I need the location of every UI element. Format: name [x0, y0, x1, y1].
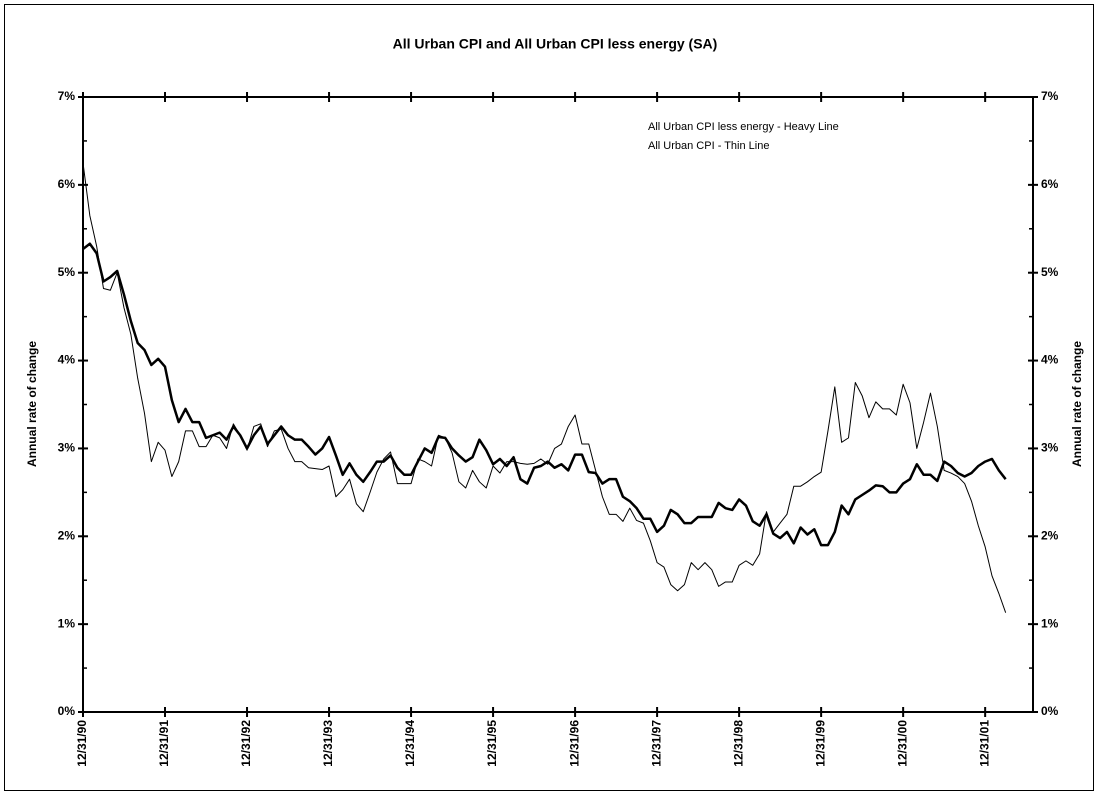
x-tick-label: 12/31/92	[239, 720, 253, 767]
x-tick-label: 12/31/91	[157, 720, 171, 767]
y-tick-label: 2%	[58, 528, 76, 542]
chart-title: All Urban CPI and All Urban CPI less ene…	[393, 36, 718, 52]
x-tick-label: 12/31/97	[649, 720, 663, 767]
y-axis-label: Annual rate of change	[25, 341, 39, 467]
y-tick-label: 3%	[58, 441, 76, 455]
y-tick-label: 0%	[58, 704, 76, 718]
y2-tick-label: 5%	[1041, 265, 1059, 279]
legend-entry: All Urban CPI - Thin Line	[648, 140, 769, 152]
x-tick-label: 12/31/96	[567, 720, 581, 767]
x-tick-label: 12/31/95	[485, 720, 499, 767]
x-tick-label: 12/31/93	[321, 720, 335, 767]
y2-tick-label: 6%	[1041, 177, 1059, 191]
y2-tick-label: 3%	[1041, 441, 1059, 455]
x-tick-label: 12/31/94	[403, 720, 417, 767]
x-tick-label: 12/31/90	[75, 720, 89, 767]
y2-tick-label: 7%	[1041, 89, 1059, 103]
line-series	[82, 162, 1007, 613]
x-tick-label: 12/31/99	[813, 720, 827, 767]
y-tick-label: 5%	[58, 265, 76, 279]
line-series	[82, 242, 1007, 547]
y-tick-label: 1%	[58, 616, 76, 630]
y2-tick-label: 1%	[1041, 616, 1059, 630]
x-tick-label: 12/31/98	[731, 720, 745, 767]
y-tick-label: 6%	[58, 177, 76, 191]
y2-axis-label: Annual rate of change	[1070, 341, 1084, 467]
y2-tick-label: 0%	[1041, 704, 1059, 718]
x-tick-label: 12/31/01	[977, 720, 991, 767]
frame	[4, 4, 1094, 791]
y-tick-label: 4%	[58, 353, 76, 367]
legend-entry: All Urban CPI less energy - Heavy Line	[648, 121, 839, 133]
y-tick-label: 7%	[58, 89, 76, 103]
y2-tick-label: 2%	[1041, 528, 1059, 542]
y2-tick-label: 4%	[1041, 353, 1059, 367]
x-tick-label: 12/31/00	[895, 720, 909, 767]
